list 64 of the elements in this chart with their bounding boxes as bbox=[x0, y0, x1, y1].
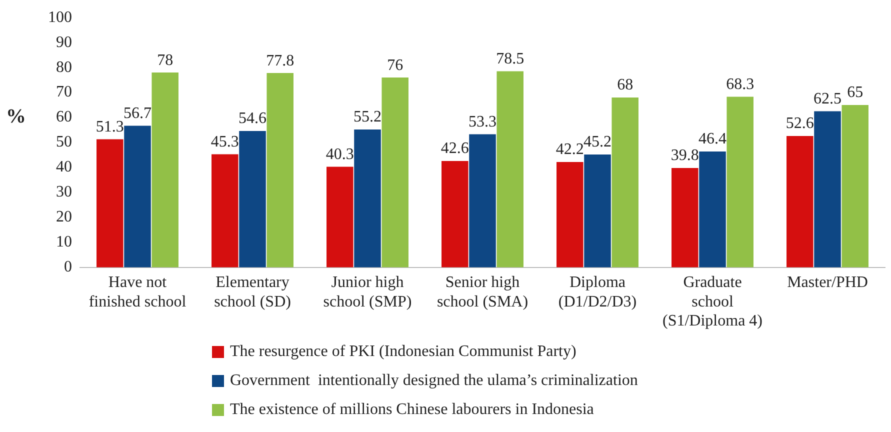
bar bbox=[842, 105, 868, 268]
data-label: 53.3 bbox=[468, 113, 496, 130]
data-label: 45.3 bbox=[210, 133, 239, 150]
legend-label: The resurgence of PKI (Indonesian Communist Party) bbox=[230, 343, 576, 360]
y-tick-label: 50 bbox=[56, 134, 72, 151]
data-label: 62.5 bbox=[814, 90, 842, 108]
y-tick-label: 20 bbox=[56, 208, 72, 226]
bar bbox=[699, 151, 726, 268]
data-label: 42.2 bbox=[556, 141, 584, 158]
x-tick-label: Elementary school (SD) bbox=[214, 274, 291, 310]
bar bbox=[584, 154, 611, 268]
bar bbox=[266, 73, 294, 268]
bar bbox=[326, 166, 354, 268]
data-label: 68 bbox=[617, 76, 634, 94]
bar bbox=[556, 162, 584, 268]
y-tick-label: 60 bbox=[56, 108, 72, 126]
data-label: 51.3 bbox=[96, 118, 124, 136]
bar bbox=[496, 71, 524, 268]
bar bbox=[612, 98, 638, 268]
data-label: 39.8 bbox=[670, 147, 699, 164]
y-tick-label: 30 bbox=[56, 184, 72, 201]
bar bbox=[469, 134, 496, 268]
bar bbox=[786, 136, 814, 268]
bar bbox=[96, 139, 124, 268]
data-label: 55.2 bbox=[354, 108, 382, 126]
data-label: 77.8 bbox=[266, 52, 294, 70]
bar bbox=[814, 111, 841, 268]
data-label: 52.6 bbox=[786, 115, 814, 132]
y-tick-label: 90 bbox=[56, 34, 72, 51]
bar bbox=[152, 72, 178, 268]
data-label: 42.6 bbox=[440, 140, 469, 158]
bar bbox=[239, 131, 266, 268]
data-label: 40.3 bbox=[326, 146, 354, 163]
legend-label: The existence of millions Chinese labourers in Indonesia bbox=[230, 401, 594, 418]
bar bbox=[354, 130, 381, 268]
legend-label: Government intentionally designed the ulama’s criminalization bbox=[230, 372, 638, 390]
data-label: 45.2 bbox=[584, 134, 612, 151]
y-tick-label: 10 bbox=[56, 234, 72, 251]
bar bbox=[382, 78, 408, 268]
bar bbox=[212, 154, 238, 268]
data-label: 78.5 bbox=[496, 50, 524, 68]
y-tick-label: 100 bbox=[48, 8, 72, 26]
x-tick-label: Diploma (D1/D2/D3) bbox=[558, 274, 637, 310]
data-label: 46.4 bbox=[698, 130, 726, 148]
x-tick-label: Senior high school (SMA) bbox=[436, 274, 528, 310]
y-tick-label: 0 bbox=[64, 258, 72, 276]
y-axis-title: % bbox=[6, 106, 26, 128]
y-tick-label: 40 bbox=[56, 158, 72, 176]
x-tick-label: Have not finished school bbox=[88, 274, 187, 310]
data-label: 68.3 bbox=[726, 76, 754, 93]
data-label: 78 bbox=[157, 52, 174, 69]
bar bbox=[726, 96, 754, 268]
data-label: 65 bbox=[847, 84, 864, 102]
bar bbox=[672, 168, 698, 268]
data-label: 56.7 bbox=[124, 104, 152, 122]
bar bbox=[124, 126, 151, 268]
x-tick-label: Graduate school (S1/Diploma 4) bbox=[662, 274, 762, 330]
x-tick-label: Master/PHD bbox=[787, 274, 868, 292]
bar bbox=[442, 160, 468, 268]
y-tick-label: 70 bbox=[56, 84, 72, 101]
x-tick-label: Junior high school (SMP) bbox=[323, 274, 412, 310]
data-label: 54.6 bbox=[238, 110, 266, 128]
y-tick-label: 80 bbox=[56, 58, 72, 76]
data-label: 76 bbox=[387, 56, 404, 74]
